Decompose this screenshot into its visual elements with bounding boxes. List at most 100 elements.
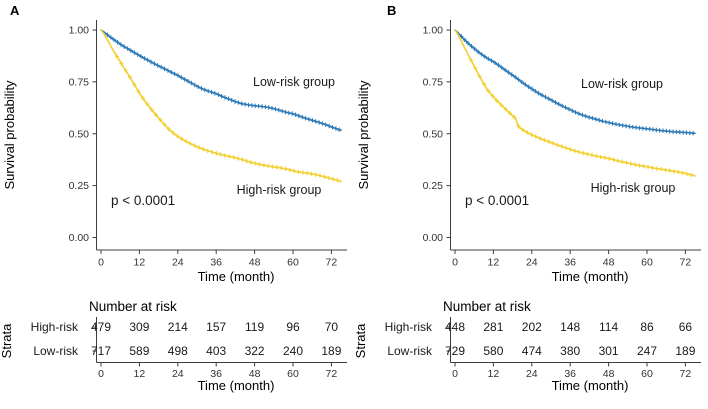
censor-mark (300, 114, 305, 120)
censor-mark (206, 88, 211, 94)
censor-mark (189, 80, 194, 86)
censor-mark (676, 169, 681, 175)
censor-mark (542, 137, 547, 143)
censor-mark (540, 93, 544, 98)
censor-mark (641, 164, 646, 169)
y-tick-label: 0.75 (69, 76, 90, 88)
censor-mark (477, 74, 482, 79)
censor-mark (503, 106, 508, 112)
censor-mark (276, 107, 281, 113)
censor-mark (496, 62, 501, 68)
censor-mark (201, 147, 206, 152)
censor-mark (600, 119, 605, 124)
x-tick-label: 60 (287, 257, 299, 269)
censor-mark (307, 117, 311, 122)
censor-mark (169, 70, 174, 75)
censor-mark (523, 82, 528, 87)
censor-mark (246, 102, 251, 108)
censor-mark (270, 106, 274, 111)
censor-mark (283, 166, 288, 171)
censor-mark (490, 93, 495, 99)
censor-mark (685, 171, 689, 176)
risk-x-tick-label: 0 (452, 368, 458, 380)
censor-mark (667, 168, 672, 173)
risk-count: 119 (245, 320, 264, 334)
risk-count: 474 (522, 344, 542, 358)
censor-mark (290, 111, 295, 116)
censor-mark (614, 122, 618, 127)
censor-mark (572, 148, 577, 153)
y-tick-label: 0.50 (423, 128, 444, 140)
x-tick-label: 24 (526, 257, 538, 269)
censor-mark (149, 59, 154, 65)
censor-mark (570, 108, 575, 113)
censor-mark (292, 168, 297, 174)
risk-table-x-ticks: 0 12 24 36 48 60 72 (452, 362, 691, 380)
censor-mark (279, 165, 284, 171)
censor-mark (476, 49, 481, 54)
censor-mark (192, 82, 197, 88)
censor-mark (125, 46, 130, 51)
censor-mark (149, 107, 154, 112)
censor-mark (280, 108, 285, 114)
risk-x-tick-label: 48 (603, 368, 615, 380)
censor-mark (529, 132, 534, 137)
risk-count: 70 (325, 320, 339, 334)
risk-row-label: Low-risk (387, 344, 433, 358)
censor-mark (580, 112, 585, 118)
censor-mark (322, 174, 327, 179)
risk-count: 86 (640, 320, 654, 334)
censor-mark (210, 149, 214, 155)
low-risk-censor-marks (105, 32, 342, 132)
censor-mark (179, 136, 184, 142)
censor-mark (331, 176, 335, 182)
risk-x-tick-label: 0 (98, 368, 104, 380)
censor-mark (577, 111, 581, 116)
censor-mark (257, 162, 262, 167)
risk-count: 214 (168, 320, 188, 334)
censor-mark (172, 71, 177, 77)
x-axis-title: Time (month) (552, 269, 629, 284)
censor-mark (196, 84, 201, 89)
panel-a: A Survival probability 1.00 0.75 0.50 0.25 0… (0, 0, 354, 404)
risk-count: 240 (283, 344, 303, 358)
censor-mark (550, 98, 555, 103)
risk-count: 589 (129, 344, 149, 358)
risk-x-tick-label: 24 (526, 368, 538, 380)
risk-x-tick-label: 36 (210, 368, 222, 380)
censor-mark (513, 74, 518, 80)
censor-mark (533, 134, 538, 139)
censor-mark (459, 34, 464, 39)
censor-mark (115, 40, 120, 45)
censor-mark (231, 155, 236, 160)
censor-mark (286, 110, 291, 116)
x-axis-ticks: 0 12 24 36 48 60 72 (452, 250, 691, 269)
censor-mark (499, 102, 504, 108)
risk-count: 322 (245, 344, 265, 358)
censor-mark (654, 166, 659, 171)
risk-count: 157 (206, 320, 226, 334)
censor-mark (236, 156, 240, 161)
risk-count: 189 (321, 344, 341, 358)
censor-mark (209, 90, 214, 95)
censor-mark (135, 52, 140, 57)
censor-mark (473, 66, 478, 71)
censor-mark (179, 75, 184, 80)
censor-mark (218, 152, 223, 157)
x-tick-label: 24 (172, 257, 184, 269)
censor-mark (634, 125, 639, 130)
panel-b-letter: B (387, 3, 396, 18)
censor-mark (108, 35, 113, 40)
y-axis-ticks: 1.00 0.75 0.50 0.25 0.00 (423, 25, 451, 244)
censor-mark (590, 152, 594, 158)
censor-mark (499, 65, 504, 70)
censor-mark (493, 60, 497, 65)
censor-mark (650, 127, 655, 132)
risk-x-tick-label: 36 (564, 368, 576, 380)
censor-mark (573, 110, 578, 115)
censor-mark (128, 48, 133, 53)
censor-mark (188, 141, 193, 146)
censor-mark (462, 37, 467, 43)
strata-axis-title: Strata (354, 323, 368, 358)
censor-mark (538, 136, 543, 141)
